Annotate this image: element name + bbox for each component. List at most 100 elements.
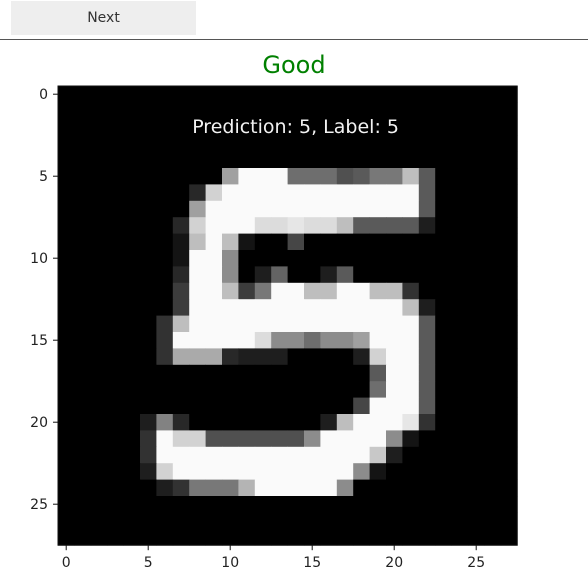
pixel-cell	[156, 315, 174, 333]
pixel-cell	[222, 463, 239, 480]
pixel-cell	[402, 118, 420, 136]
pixel-cell	[156, 479, 174, 497]
pixel-cell	[107, 397, 124, 415]
pixel-cell	[500, 299, 518, 316]
pixel-cell	[172, 233, 190, 251]
pixel-cell	[271, 528, 288, 546]
pixel-cell	[107, 299, 124, 316]
pixel-cell	[484, 299, 502, 316]
pixel-cell	[484, 102, 502, 120]
pixel-cell	[123, 151, 141, 169]
pixel-cell	[287, 266, 305, 284]
pixel-cell	[336, 430, 354, 448]
pixel-cell	[418, 135, 436, 152]
pixel-cell	[386, 233, 403, 251]
pixel-cell	[418, 348, 436, 366]
pixel-cell	[353, 414, 370, 431]
pixel-cell	[336, 364, 354, 382]
pixel-cell	[451, 315, 469, 333]
pixel-cell	[156, 299, 174, 316]
pixel-cell	[500, 496, 518, 513]
pixel-cell	[189, 135, 206, 152]
pixel-cell	[189, 528, 206, 546]
pixel-cell	[500, 332, 518, 349]
pixel-cell	[435, 217, 452, 234]
pixel-cell	[435, 168, 452, 185]
pixel-cell	[369, 217, 387, 234]
pixel-cell	[107, 364, 124, 382]
pixel-cell	[386, 200, 403, 218]
pixel-cell	[451, 446, 469, 464]
pixel-cell	[320, 397, 338, 415]
pixel-cell	[336, 414, 354, 431]
pixel-cell	[58, 479, 75, 497]
pixel-cell	[238, 414, 256, 431]
next-button[interactable]: Next	[11, 1, 196, 35]
pixel-cell	[320, 332, 338, 349]
pixel-cell	[222, 414, 239, 431]
pixel-cell	[222, 250, 239, 267]
pixel-cell	[238, 397, 256, 415]
y-tick-label: 20	[30, 415, 48, 431]
pixel-cell	[336, 118, 354, 136]
pixel-cell	[320, 364, 338, 382]
pixel-cell	[123, 86, 141, 103]
result-status: Good	[262, 51, 326, 79]
pixel-cell	[451, 332, 469, 349]
pixel-cell	[172, 217, 190, 234]
pixel-cell	[435, 332, 452, 349]
pixel-cell	[189, 118, 206, 136]
pixel-cell	[90, 233, 108, 251]
pixel-cell	[386, 364, 403, 382]
pixel-cell	[484, 364, 502, 382]
pixel-cell	[320, 479, 338, 497]
pixel-cell	[468, 397, 485, 415]
pixel-cell	[451, 512, 469, 530]
pixel-cell	[484, 430, 502, 448]
pixel-cell	[222, 332, 239, 349]
pixel-cell	[90, 397, 108, 415]
pixel-cell	[271, 315, 288, 333]
pixel-cell	[336, 446, 354, 464]
pixel-cell	[435, 86, 452, 103]
pixel-cell	[58, 233, 75, 251]
pixel-cell	[320, 315, 338, 333]
pixel-cell	[123, 528, 141, 546]
pixel-cell	[451, 102, 469, 120]
pixel-cell	[254, 414, 272, 431]
pixel-cell	[140, 381, 157, 398]
pixel-cell	[402, 496, 420, 513]
pixel-cell	[386, 217, 403, 234]
pixel-cell	[90, 315, 108, 333]
pixel-cell	[500, 217, 518, 234]
pixel-cell	[58, 217, 75, 234]
pixel-cell	[271, 364, 288, 382]
pixel-cell	[140, 118, 157, 136]
pixel-cell	[189, 250, 206, 267]
pixel-cell	[418, 479, 436, 497]
pixel-cell	[435, 364, 452, 382]
pixel-cell	[254, 348, 272, 366]
pixel-cell	[353, 315, 370, 333]
pixel-cell	[386, 381, 403, 398]
pixel-cell	[238, 315, 256, 333]
pixel-cell	[369, 446, 387, 464]
pixel-cell	[369, 184, 387, 202]
pixel-cell	[90, 102, 108, 120]
pixel-cell	[172, 266, 190, 284]
pixel-cell	[172, 184, 190, 202]
pixel-cell	[140, 479, 157, 497]
pixel-cell	[205, 200, 223, 218]
pixel-cell	[90, 332, 108, 349]
pixel-cell	[468, 430, 485, 448]
pixel-cell	[107, 479, 124, 497]
pixel-cell	[58, 430, 75, 448]
pixel-cell	[172, 381, 190, 398]
pixel-cell	[222, 151, 239, 169]
pixel-cell	[172, 446, 190, 464]
pixel-cell	[304, 135, 321, 152]
pixel-cell	[386, 463, 403, 480]
pixel-cell	[418, 496, 436, 513]
pixel-cell	[58, 332, 75, 349]
pixel-cell	[123, 282, 141, 300]
